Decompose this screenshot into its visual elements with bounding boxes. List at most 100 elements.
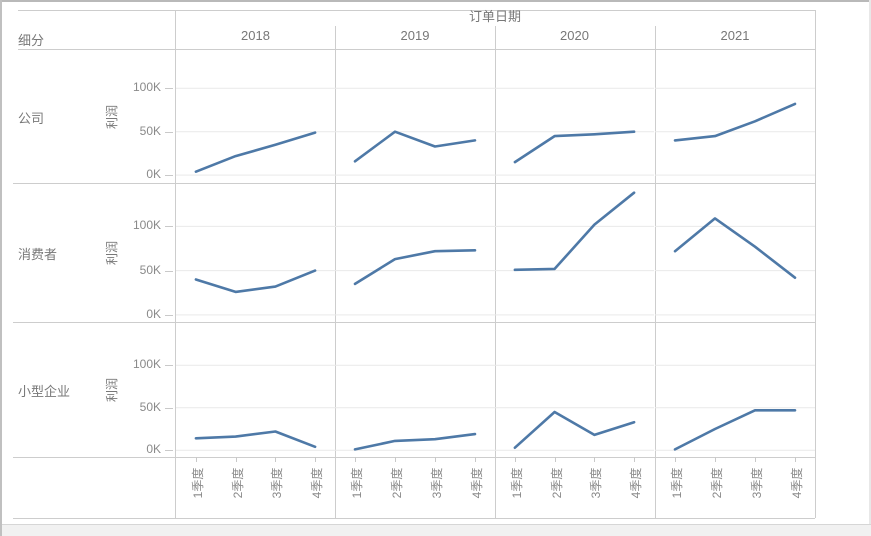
- x-tick-label[interactable]: 4季度: [790, 467, 804, 499]
- y-axis-title: 利润: [105, 377, 119, 402]
- y-tick-mark: [165, 175, 173, 177]
- panel-公司-2019[interactable]: [335, 50, 495, 183]
- row-header-divider: [175, 10, 176, 518]
- y-tick-label: 50K: [139, 399, 161, 414]
- header-underline: [18, 49, 815, 50]
- profit-line-mark[interactable]: [513, 191, 636, 272]
- x-tick-label[interactable]: 3季度: [750, 467, 764, 499]
- x-tick-mark: [755, 457, 756, 462]
- y-tick-mark: [165, 314, 173, 316]
- x-tick-label[interactable]: 1季度: [670, 467, 684, 499]
- y-tick-label: 100K: [132, 80, 161, 95]
- profit-line-mark[interactable]: [673, 102, 797, 142]
- panel-小型企业-2018[interactable]: [176, 322, 335, 457]
- row-divider-1: [13, 183, 815, 184]
- profit-line-mark[interactable]: [513, 410, 636, 449]
- col-divider-2: [495, 26, 496, 518]
- col-header-year[interactable]: 2021: [720, 28, 750, 43]
- panel-消费者-2018[interactable]: [176, 183, 335, 322]
- y-tick-mark: [165, 270, 173, 272]
- axis-baseline: [13, 457, 815, 458]
- profit-line-mark[interactable]: [513, 130, 636, 164]
- row-header-label[interactable]: 小型企业: [18, 383, 71, 399]
- line-chart-svg: [655, 217, 815, 316]
- table-bottom-line: [13, 518, 815, 519]
- y-tick-label: 0K: [146, 167, 161, 182]
- y-tick-label: 100K: [132, 357, 161, 372]
- col-divider-3: [655, 26, 656, 518]
- panel-公司-2021[interactable]: [655, 50, 815, 183]
- y-tick-mark: [165, 131, 173, 133]
- x-tick-label[interactable]: 3季度: [430, 467, 444, 499]
- profit-line-mark[interactable]: [673, 217, 797, 279]
- x-tick-label[interactable]: 4季度: [470, 467, 484, 499]
- y-tick-label: 0K: [146, 306, 161, 321]
- profit-line-mark[interactable]: [353, 130, 477, 163]
- line-chart-svg: [176, 87, 335, 176]
- x-tick-label[interactable]: 1季度: [190, 467, 205, 499]
- y-axis-title: 利润: [105, 240, 119, 265]
- y-tick-label: 50K: [139, 262, 161, 277]
- line-chart-svg: [495, 191, 654, 316]
- x-tick-label[interactable]: 2季度: [549, 467, 564, 499]
- y-tick-label: 0K: [146, 442, 161, 457]
- y-tick-label: 100K: [132, 218, 161, 233]
- x-tick-label[interactable]: 4季度: [310, 467, 325, 499]
- x-tick-mark: [675, 457, 676, 462]
- panel-消费者-2019[interactable]: [335, 183, 495, 322]
- row-header-label[interactable]: 公司: [18, 110, 45, 126]
- x-tick-mark: [475, 457, 476, 462]
- x-tick-label[interactable]: 2季度: [230, 467, 245, 499]
- x-tick-label[interactable]: 4季度: [629, 467, 644, 499]
- profit-line-mark[interactable]: [673, 409, 797, 451]
- panel-消费者-2021[interactable]: [655, 183, 815, 322]
- profit-line-mark[interactable]: [353, 432, 477, 451]
- panel-小型企业-2019[interactable]: [335, 322, 495, 457]
- profit-line-mark[interactable]: [353, 249, 477, 286]
- col-divider-1: [335, 26, 336, 518]
- x-tick-mark: [235, 457, 237, 462]
- line-chart-svg: [655, 364, 815, 451]
- col-header-year[interactable]: 2019: [400, 28, 430, 43]
- row-header-label[interactable]: 消费者: [18, 246, 58, 262]
- x-tick-label[interactable]: 3季度: [589, 467, 604, 499]
- x-tick-label[interactable]: 3季度: [270, 467, 285, 499]
- line-chart-svg: [495, 364, 654, 451]
- x-tick-mark: [435, 457, 436, 462]
- table-right-line: [815, 10, 816, 518]
- line-chart-svg: [335, 87, 495, 176]
- window-right-border: [869, 0, 871, 536]
- y-tick-label: 50K: [139, 123, 161, 138]
- horizontal-scrollbar-track[interactable]: [2, 524, 871, 536]
- panel-公司-2018[interactable]: [176, 50, 335, 183]
- y-tick-mark: [165, 450, 173, 452]
- x-tick-label[interactable]: 1季度: [509, 467, 524, 499]
- y-tick-mark: [165, 407, 173, 409]
- profit-line-mark[interactable]: [194, 269, 317, 294]
- x-tick-label[interactable]: 1季度: [350, 467, 364, 499]
- panel-消费者-2020[interactable]: [495, 183, 654, 322]
- profit-line-mark[interactable]: [194, 131, 317, 173]
- x-tick-mark: [634, 457, 636, 462]
- table-top-line: [18, 10, 815, 11]
- x-tick-label[interactable]: 2季度: [710, 467, 724, 499]
- panel-小型企业-2021[interactable]: [655, 322, 815, 457]
- panel-公司-2020[interactable]: [495, 50, 654, 183]
- x-tick-mark: [554, 457, 556, 462]
- x-tick-mark: [275, 457, 277, 462]
- panel-小型企业-2020[interactable]: [495, 322, 654, 457]
- row-divider-2: [13, 322, 815, 323]
- x-tick-mark: [195, 457, 197, 462]
- y-axis-title: 利润: [105, 104, 119, 129]
- line-chart-svg: [335, 364, 495, 451]
- line-chart-svg: [655, 87, 815, 176]
- x-tick-mark: [594, 457, 596, 462]
- window-left-border: [0, 0, 2, 536]
- x-tick-mark: [795, 457, 796, 462]
- x-tick-mark: [514, 457, 516, 462]
- profit-line-mark[interactable]: [194, 430, 317, 449]
- col-header-year[interactable]: 2020: [560, 28, 589, 43]
- col-header-year[interactable]: 2018: [241, 28, 270, 43]
- x-tick-label[interactable]: 2季度: [390, 467, 404, 499]
